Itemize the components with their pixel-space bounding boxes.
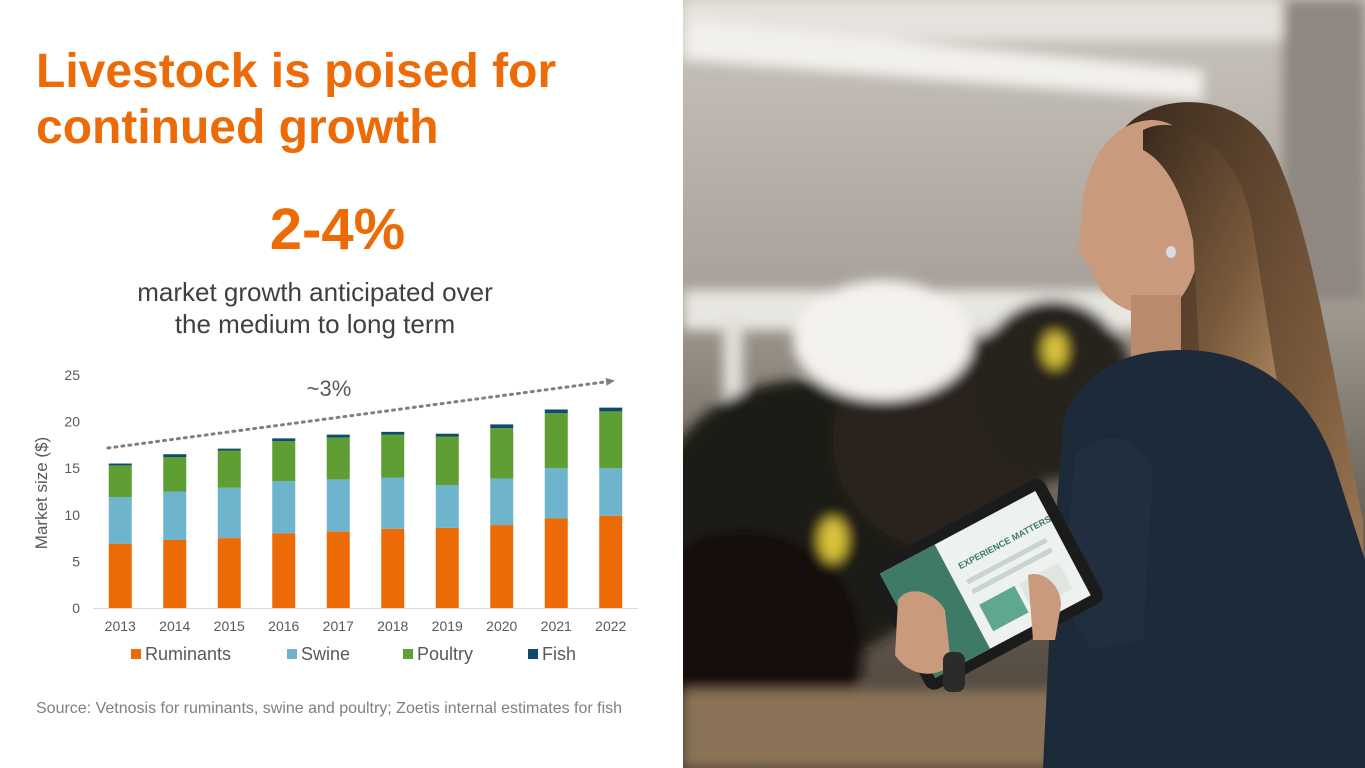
legend-label-fish: Fish: [542, 644, 576, 664]
bar-poultry-2021: [544, 413, 568, 469]
bar-ruminants-2015: [217, 538, 241, 608]
chart-legend: Ruminants Swine Poultry Fish: [131, 644, 576, 664]
y-axis-label: Market size ($): [32, 437, 51, 549]
bar-fish-2016: [272, 438, 296, 442]
bar-fish-2013: [108, 463, 132, 466]
trend-arrow: [106, 377, 615, 450]
bar-swine-2013: [108, 497, 132, 544]
slide-title: Livestock is poised for continued growth: [36, 45, 557, 154]
bar-poultry-2017: [326, 437, 350, 480]
woman-with-tablet-in-barn-image: EXPERIENCE MATTERS: [683, 0, 1365, 768]
growth-stat: 2-4%: [0, 196, 683, 263]
bar-poultry-2013: [108, 465, 132, 498]
bar-poultry-2019: [435, 436, 459, 485]
bar-ruminants-2016: [272, 533, 296, 608]
bar-poultry-2022: [599, 411, 623, 469]
bar-swine-2021: [544, 468, 568, 519]
stacked-bars: [108, 407, 623, 608]
x-tick-label: 2021: [541, 618, 572, 634]
legend-label-swine: Swine: [301, 644, 350, 664]
bar-ruminants-2019: [435, 527, 459, 608]
x-axis-ticks: 2013 2014 2015 2016 2017 2018 2019 2020 2021 2022: [105, 618, 627, 634]
bar-poultry-2018: [381, 434, 405, 478]
x-tick-label: 2013: [105, 618, 136, 634]
bar-ruminants-2014: [163, 539, 187, 608]
bar-fish-2015: [217, 448, 241, 451]
x-tick-label: 2015: [214, 618, 245, 634]
y-tick-label: 0: [72, 600, 80, 616]
x-tick-label: 2017: [323, 618, 354, 634]
y-tick-label: 5: [72, 553, 80, 569]
legend-swatch-ruminants: [131, 649, 141, 659]
growth-stat-value: 2-4%: [269, 197, 406, 262]
y-tick-label: 20: [64, 414, 80, 430]
y-tick-label: 25: [64, 367, 80, 383]
bar-ruminants-2017: [326, 531, 350, 608]
x-tick-label: 2022: [595, 618, 626, 634]
bar-swine-2020: [490, 478, 514, 526]
bar-fish-2019: [435, 433, 459, 437]
x-tick-label: 2016: [268, 618, 299, 634]
legend-swatch-poultry: [403, 649, 413, 659]
legend-swatch-swine: [287, 649, 297, 659]
bar-ruminants-2021: [544, 518, 568, 608]
bar-swine-2015: [217, 487, 241, 539]
bar-poultry-2014: [163, 457, 187, 492]
bar-ruminants-2020: [490, 525, 514, 608]
x-tick-label: 2019: [432, 618, 463, 634]
bar-ruminants-2018: [381, 528, 405, 608]
y-tick-label: 15: [64, 460, 80, 476]
legend-label-poultry: Poultry: [417, 644, 473, 664]
bar-fish-2014: [163, 454, 187, 458]
y-tick-label: 10: [64, 507, 80, 523]
y-axis-ticks: 0 5 10 15 20 25: [64, 367, 80, 616]
growth-stat-caption: market growth anticipated over the mediu…: [137, 277, 493, 339]
bar-poultry-2020: [490, 428, 514, 479]
bar-ruminants-2013: [108, 543, 132, 608]
bar-swine-2016: [272, 481, 296, 534]
x-tick-label: 2014: [159, 618, 190, 634]
bar-swine-2018: [381, 477, 405, 529]
farm-photo: EXPERIENCE MATTERS: [683, 0, 1365, 768]
bar-fish-2020: [490, 424, 514, 429]
bar-swine-2014: [163, 491, 187, 540]
bar-ruminants-2022: [599, 515, 623, 608]
bar-fish-2018: [381, 431, 405, 435]
source-note: Source: Vetnosis for ruminants, swine an…: [36, 700, 623, 717]
trend-label: ~3%: [307, 376, 352, 401]
bar-poultry-2015: [217, 450, 241, 488]
x-tick-label: 2018: [377, 618, 408, 634]
bar-swine-2019: [435, 484, 459, 528]
bar-poultry-2016: [272, 441, 296, 482]
x-tick-label: 2020: [486, 618, 517, 634]
legend-label-ruminants: Ruminants: [145, 644, 231, 664]
bar-swine-2022: [599, 468, 623, 516]
bar-fish-2017: [326, 434, 350, 438]
legend-swatch-fish: [528, 649, 538, 659]
bar-swine-2017: [326, 479, 350, 532]
left-panel: Livestock is poised for continued growth…: [0, 45, 683, 717]
bar-fish-2022: [599, 407, 623, 412]
bar-fish-2021: [544, 409, 568, 414]
